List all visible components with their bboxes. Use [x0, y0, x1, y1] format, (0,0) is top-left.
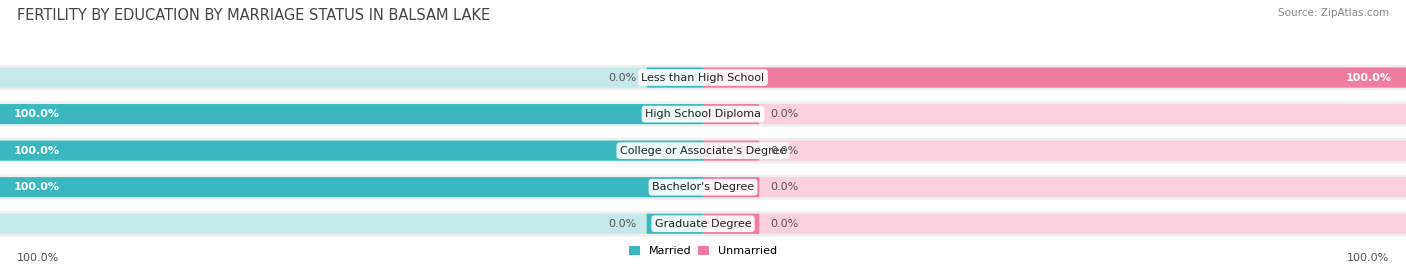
FancyBboxPatch shape [703, 68, 1406, 88]
Text: 0.0%: 0.0% [770, 182, 799, 192]
Text: 0.0%: 0.0% [607, 219, 637, 229]
FancyBboxPatch shape [0, 141, 703, 161]
FancyBboxPatch shape [703, 214, 1406, 234]
Text: 0.0%: 0.0% [770, 109, 799, 119]
Text: 100.0%: 100.0% [14, 146, 60, 156]
FancyBboxPatch shape [0, 68, 703, 88]
FancyBboxPatch shape [0, 177, 703, 197]
FancyBboxPatch shape [703, 104, 759, 124]
Text: High School Diploma: High School Diploma [645, 109, 761, 119]
Text: Graduate Degree: Graduate Degree [655, 219, 751, 229]
Text: 0.0%: 0.0% [770, 146, 799, 156]
FancyBboxPatch shape [0, 65, 1406, 90]
FancyBboxPatch shape [703, 104, 1406, 124]
FancyBboxPatch shape [0, 141, 703, 161]
FancyBboxPatch shape [703, 214, 759, 234]
FancyBboxPatch shape [0, 138, 1406, 163]
FancyBboxPatch shape [0, 211, 1406, 236]
Text: 100.0%: 100.0% [14, 109, 60, 119]
Legend: Married, Unmarried: Married, Unmarried [624, 241, 782, 261]
FancyBboxPatch shape [703, 177, 759, 197]
FancyBboxPatch shape [703, 141, 1406, 161]
Text: 0.0%: 0.0% [607, 73, 637, 83]
Text: 100.0%: 100.0% [17, 253, 59, 263]
Text: 100.0%: 100.0% [14, 182, 60, 192]
FancyBboxPatch shape [703, 68, 1406, 88]
Text: Bachelor's Degree: Bachelor's Degree [652, 182, 754, 192]
FancyBboxPatch shape [0, 101, 1406, 127]
FancyBboxPatch shape [647, 68, 703, 88]
FancyBboxPatch shape [0, 177, 703, 197]
FancyBboxPatch shape [0, 104, 703, 124]
Text: Less than High School: Less than High School [641, 73, 765, 83]
FancyBboxPatch shape [0, 104, 703, 124]
FancyBboxPatch shape [703, 177, 1406, 197]
FancyBboxPatch shape [703, 141, 759, 161]
Text: 0.0%: 0.0% [770, 219, 799, 229]
Text: College or Associate's Degree: College or Associate's Degree [620, 146, 786, 156]
FancyBboxPatch shape [0, 214, 703, 234]
FancyBboxPatch shape [647, 214, 703, 234]
Text: 100.0%: 100.0% [1346, 73, 1392, 83]
Text: Source: ZipAtlas.com: Source: ZipAtlas.com [1278, 8, 1389, 18]
Text: 100.0%: 100.0% [1347, 253, 1389, 263]
FancyBboxPatch shape [0, 175, 1406, 200]
Text: FERTILITY BY EDUCATION BY MARRIAGE STATUS IN BALSAM LAKE: FERTILITY BY EDUCATION BY MARRIAGE STATU… [17, 8, 491, 23]
